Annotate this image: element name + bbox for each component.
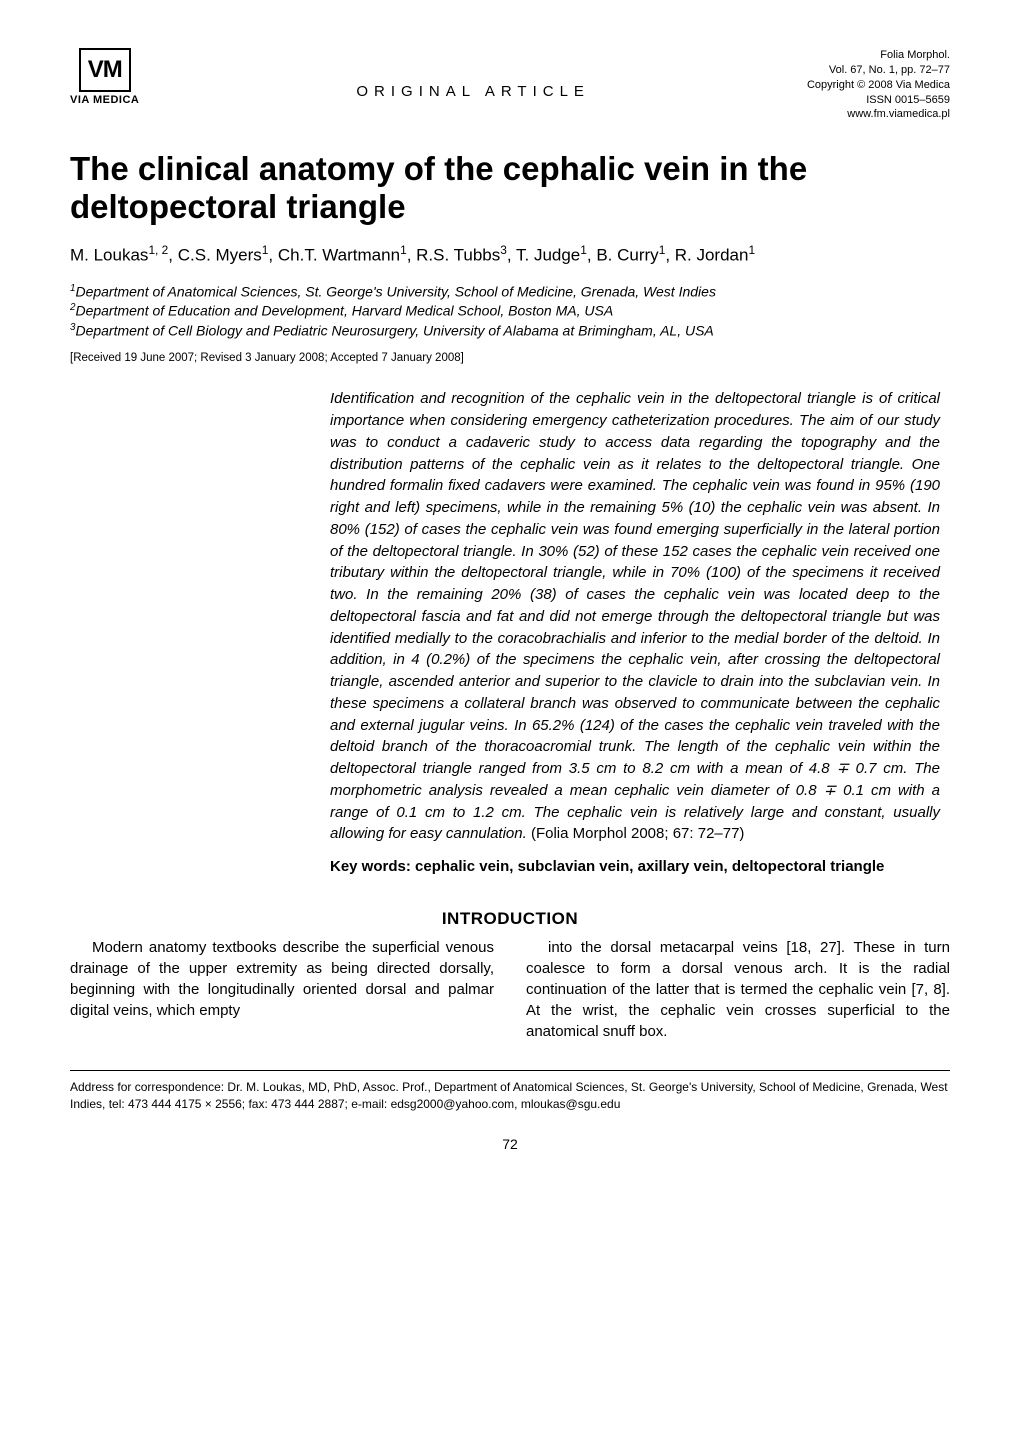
publisher-name: VIA MEDICA	[70, 94, 139, 106]
logo-mark: VM	[79, 48, 131, 92]
intro-col-left: Modern anatomy textbooks describe the su…	[70, 937, 494, 1042]
footer-rule	[70, 1070, 950, 1071]
page-number: 72	[70, 1136, 950, 1152]
article-dates: [Received 19 June 2007; Revised 3 Januar…	[70, 352, 950, 364]
article-title: The clinical anatomy of the cephalic vei…	[70, 150, 950, 226]
title-block: The clinical anatomy of the cephalic vei…	[70, 150, 950, 364]
keywords: Key words: cephalic vein, subclavian vei…	[330, 857, 940, 877]
intro-paragraph-right: into the dorsal metacarpal veins [18, 27…	[526, 937, 950, 1042]
publisher-logo: VM VIA MEDICA	[70, 48, 139, 106]
journal-url: www.fm.viamedica.pl	[807, 107, 950, 122]
intro-paragraph-left: Modern anatomy textbooks describe the su…	[70, 937, 494, 1021]
intro-col-right: into the dorsal metacarpal veins [18, 27…	[526, 937, 950, 1042]
abstract: Identification and recognition of the ce…	[330, 388, 940, 845]
page-header: VM VIA MEDICA ORIGINAL ARTICLE Folia Mor…	[70, 48, 950, 122]
journal-name: Folia Morphol.	[807, 48, 950, 63]
journal-volume: Vol. 67, No. 1, pp. 72–77	[807, 63, 950, 78]
keywords-label: Key words:	[330, 858, 415, 875]
affiliations: 1Department of Anatomical Sciences, St. …	[70, 282, 950, 341]
correspondence-address: Address for correspondence: Dr. M. Louka…	[70, 1079, 950, 1111]
abstract-citation: (Folia Morphol 2008; 67: 72–77)	[527, 825, 745, 842]
keywords-text: cephalic vein, subclavian vein, axillary…	[415, 858, 884, 875]
journal-issn: ISSN 0015–5659	[807, 93, 950, 108]
abstract-body: Identification and recognition of the ce…	[330, 390, 940, 842]
intro-columns: Modern anatomy textbooks describe the su…	[70, 937, 950, 1042]
journal-copyright: Copyright © 2008 Via Medica	[807, 78, 950, 93]
journal-metadata: Folia Morphol. Vol. 67, No. 1, pp. 72–77…	[807, 48, 950, 122]
article-type-label: ORIGINAL ARTICLE	[356, 83, 590, 100]
author-list: M. Loukas1, 2, C.S. Myers1, Ch.T. Wartma…	[70, 242, 950, 268]
section-heading-introduction: INTRODUCTION	[70, 909, 950, 929]
